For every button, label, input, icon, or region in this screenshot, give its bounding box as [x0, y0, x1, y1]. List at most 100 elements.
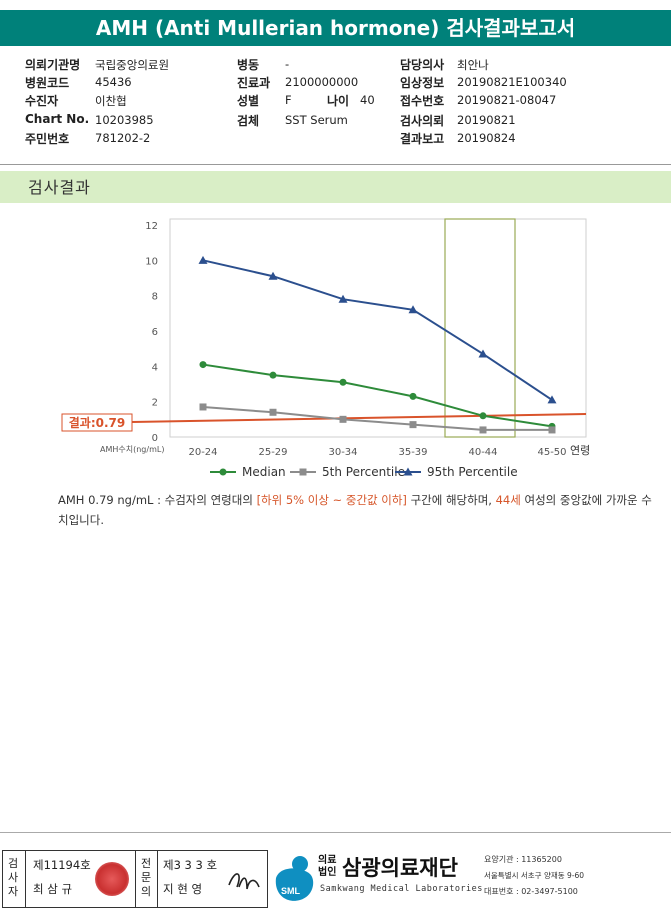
legend-label: 95th Percentile	[427, 465, 518, 479]
sml-text: SML	[281, 886, 301, 896]
data-point	[199, 403, 207, 411]
info-value: 20190821E100340	[457, 75, 567, 89]
info-label: 병동	[237, 58, 260, 72]
section-header: 검사결과	[0, 171, 671, 203]
info-value: 이찬협	[95, 94, 127, 108]
section-title: 검사결과	[28, 178, 91, 197]
inspector-name: 최 삼 규	[33, 882, 73, 896]
data-point	[547, 395, 557, 404]
note-range: [하위 5% 이상 ~ 중간값 이하]	[256, 493, 407, 507]
signature	[228, 873, 260, 890]
series-line-triangle	[202, 259, 553, 401]
data-point	[479, 426, 487, 434]
data-point	[408, 305, 418, 314]
x-tick-label: 40-44	[468, 447, 497, 458]
org-phone: 대표번호 : 02-3497-5100	[484, 887, 578, 896]
footer-divider	[0, 832, 671, 833]
info-value: 국립중앙의료원	[95, 58, 170, 72]
data-point	[339, 415, 347, 423]
highlight-box	[444, 218, 516, 438]
result-note: AMH 0.79 ng/mL : 수검자의 연령대의 [하위 5% 이상 ~ 중…	[58, 490, 658, 530]
info-label: 검사의뢰	[400, 114, 445, 128]
separator	[157, 851, 158, 907]
org-type: 의료법인	[318, 855, 337, 878]
x-tick-label: 35-39	[398, 447, 427, 458]
data-point	[198, 255, 208, 264]
info-label: 임상정보	[400, 76, 445, 90]
info-value: 20190821-08047	[457, 93, 557, 107]
info-label: 수진자	[25, 94, 59, 108]
sml-logo-icon: SML	[275, 856, 314, 901]
info-value: -	[285, 57, 290, 71]
specialist-label: 전문의	[140, 857, 152, 898]
info-label: 검체	[237, 114, 260, 128]
series-line-square	[202, 405, 552, 431]
info-label: Chart No.	[25, 112, 90, 126]
report-title: AMH (Anti Mullerian hormone) 검사결과보고서	[0, 10, 671, 46]
result-label-box	[61, 413, 133, 432]
inspector-number: 제11194호	[33, 858, 91, 872]
specialist-name: 지 현 영	[163, 882, 203, 896]
info-value: 20190824	[457, 131, 516, 145]
x-tick-label: 25-29	[258, 447, 287, 458]
y-tick-label: 12	[145, 221, 158, 232]
info-label: 접수번호	[400, 94, 445, 108]
y-tick-label: 2	[152, 398, 158, 409]
specialist-number: 제3 3 3 호	[163, 858, 218, 872]
x-axis-suffix: 연령	[570, 444, 590, 457]
info-value: 45436	[95, 75, 132, 89]
info-label: 의뢰기관명	[25, 58, 81, 72]
series-line-circle	[202, 363, 553, 428]
info-label: 병원코드	[25, 76, 70, 90]
legend-marker	[219, 468, 227, 476]
info-value: 10203985	[95, 113, 154, 127]
data-point	[199, 361, 207, 369]
y-tick-label: 4	[152, 362, 158, 373]
x-tick-label: 45-50	[537, 447, 566, 458]
legend-marker	[299, 468, 307, 476]
info-label: 성별	[237, 94, 260, 108]
info-value: SST Serum	[285, 113, 348, 127]
y-tick-label: 10	[145, 256, 158, 267]
note-age: 44세	[495, 493, 521, 507]
info-label: 진료과	[237, 76, 271, 90]
org-address: 서울특별시 서초구 양재동 9-60	[484, 871, 585, 880]
legend-marker	[403, 467, 413, 476]
data-point	[269, 408, 277, 416]
info-value: 2100000000	[285, 75, 359, 89]
legend-label: 5th Percentile	[322, 465, 405, 479]
info-value: 20190821	[457, 113, 516, 127]
data-point	[478, 349, 488, 358]
org-english-name: Samkwang Medical Laboratories	[320, 884, 483, 894]
y-axis-label: AMH수치(ng/mL)	[100, 445, 164, 454]
y-tick-label: 6	[152, 327, 158, 338]
data-point	[268, 271, 278, 280]
org-code: 요양기관 : 11365200	[484, 855, 562, 864]
seal-stamp	[95, 862, 129, 896]
plot-frame	[169, 218, 587, 438]
data-point	[479, 412, 487, 420]
info-label: 담당의사	[400, 58, 445, 72]
result-label: 결과:0.79	[69, 415, 126, 430]
data-point	[409, 421, 417, 429]
result-line	[131, 413, 587, 423]
data-point	[269, 371, 277, 379]
note-prefix: AMH 0.79 ng/mL : 수검자의 연령대의	[58, 493, 257, 507]
separator	[25, 851, 26, 907]
info-value: F	[285, 93, 292, 107]
separator	[135, 851, 136, 907]
y-tick-label: 8	[152, 292, 158, 303]
signature-box: 검사자 제11194호 최 삼 규 전문의 제3 3 3 호 지 현 영	[2, 850, 268, 908]
info-value: 최안나	[457, 58, 489, 72]
org-name: 삼광의료재단	[342, 856, 458, 880]
info-value: 781202-2	[95, 131, 151, 145]
inspector-label: 검사자	[7, 857, 19, 898]
amh-chart: 0 2 4 6 8 10 12 20-24 25-29 30-34 35-39 40-44 45-50 연…	[61, 218, 590, 479]
org-logo: SML 의료법인 삼광의료재단 Samkwang Medical Laborat…	[270, 852, 670, 904]
age-value: 40	[360, 93, 375, 107]
x-tick-label: 20-24	[188, 447, 217, 458]
info-label: 결과보고	[400, 132, 445, 146]
divider	[0, 164, 671, 165]
data-point	[548, 426, 556, 434]
